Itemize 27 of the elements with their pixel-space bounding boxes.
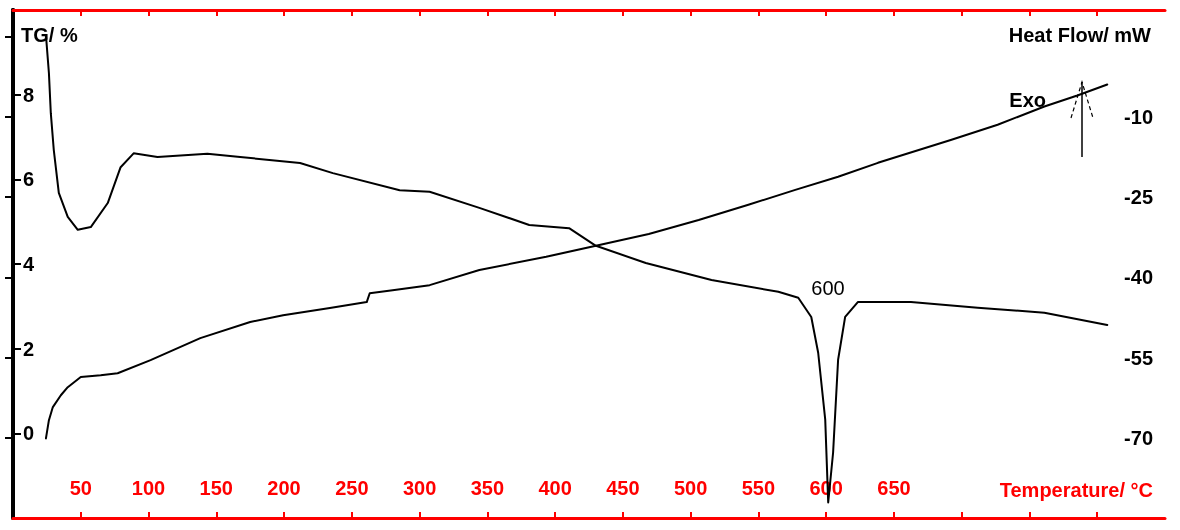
x-tick-label: 500	[673, 477, 708, 499]
x-tick-label: 450	[606, 477, 640, 499]
x-tick-label: 250	[335, 477, 369, 499]
y2-tick-label: -55	[1124, 346, 1153, 369]
y2-tick-label: -40	[1124, 266, 1153, 289]
y2-axis-title: Heat Flow/ mW	[1008, 24, 1152, 46]
x-tick-label: 400	[538, 477, 572, 499]
x-tick-label: 650	[877, 477, 911, 499]
y-tick-label: 0	[23, 422, 35, 445]
x-tick-label: 350	[470, 477, 505, 499]
x-tick-label: 150	[199, 477, 233, 499]
annotation: 600	[811, 277, 845, 299]
annotation: Exo	[1009, 89, 1046, 111]
y-axis-title: TG/ %	[21, 24, 78, 46]
y2-tick-label: -70	[1124, 426, 1153, 449]
y2-tick-label: -10	[1124, 105, 1153, 128]
y-tick-label: 2	[23, 337, 35, 360]
y-tick-label: 8	[23, 83, 35, 106]
x-tick-label: 100	[131, 477, 166, 499]
x-axis-title: Temperature/ °C	[999, 479, 1153, 501]
y2-tick-label: -25	[1124, 186, 1153, 209]
y-tick-label: 6	[23, 168, 35, 191]
x-tick-label: 50	[69, 477, 92, 499]
x-tick-label: 200	[267, 477, 301, 499]
y-tick-label: 4	[23, 253, 35, 275]
x-tick-label: 300	[402, 477, 437, 499]
x-tick-label: 550	[741, 477, 776, 499]
